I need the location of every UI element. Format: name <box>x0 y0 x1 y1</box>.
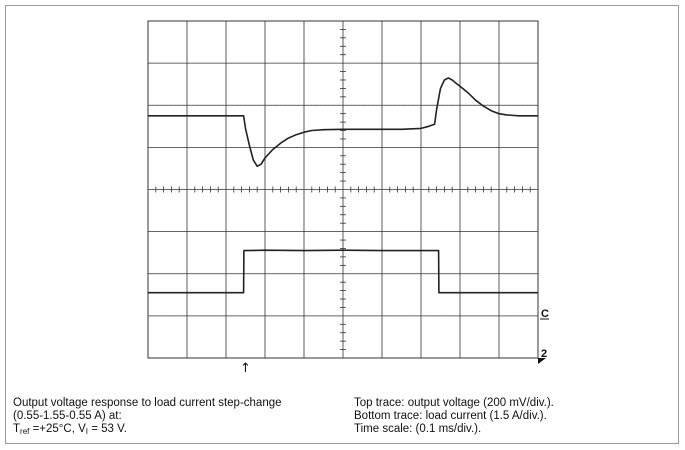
scope-traces <box>148 77 538 294</box>
caption-left: Output voltage response to load current … <box>13 397 282 436</box>
output-voltage-trace <box>148 77 538 168</box>
caption-right-line1: Top trace: output voltage (200 mV/div.). <box>354 397 554 409</box>
tref-symbol: T <box>13 423 21 435</box>
trigger-marker: ↑ <box>240 361 251 376</box>
caption-left-line2: (0.55-1.55-0.55 A) at: <box>13 410 122 422</box>
caption-left-line3: Tref =+25°C, VI = 53 V. <box>13 423 282 436</box>
oscilloscope-chart: C 2 ↑ <box>147 20 549 376</box>
scope-grid <box>147 20 539 359</box>
ground-marker: C <box>541 308 549 320</box>
channel-marker: 2 <box>541 348 547 360</box>
figure-frame <box>5 5 679 444</box>
vi-subscript: I <box>85 427 88 436</box>
caption-right-line3: Time scale: (0.1 ms/div.). <box>354 423 482 435</box>
load-current-trace <box>148 249 538 294</box>
caption-right-line2: Bottom trace: load current (1.5 A/div.). <box>354 410 547 422</box>
tref-value: =+25°C, V <box>29 423 86 435</box>
caption-right: Top trace: output voltage (200 mV/div.).… <box>354 397 554 436</box>
caption-left-line1: Output voltage response to load current … <box>13 397 282 409</box>
vi-value: = 53 V. <box>88 423 127 435</box>
scope-markers: C 2 ↑ <box>240 308 549 376</box>
tref-subscript: ref <box>20 427 30 436</box>
channel-marker-arrow <box>538 358 546 364</box>
